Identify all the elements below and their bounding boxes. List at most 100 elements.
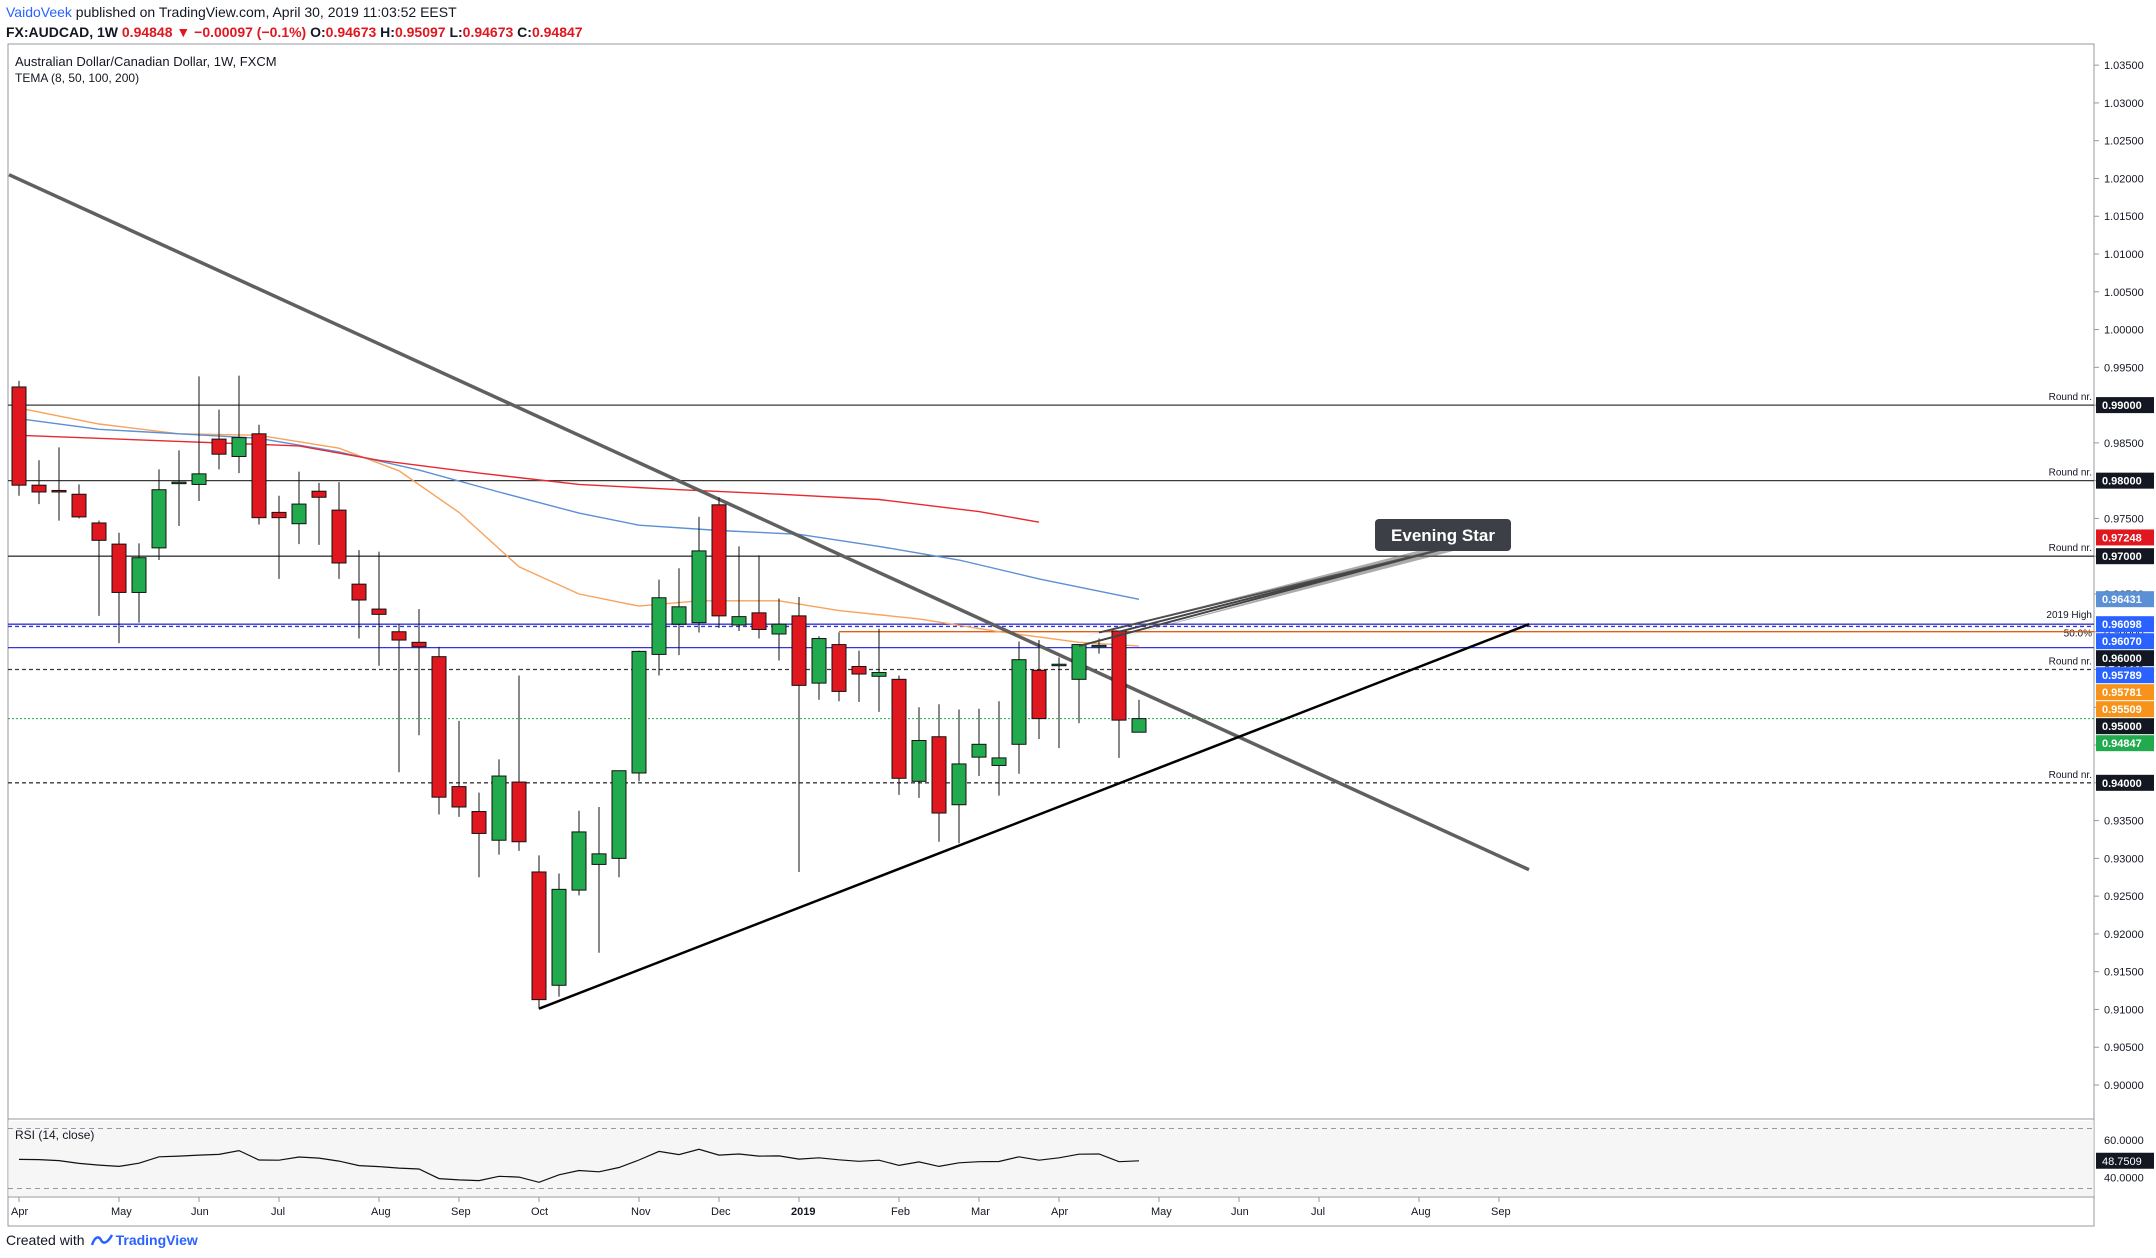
candle-body — [591, 853, 607, 865]
price-tag-label: 0.98000 — [2102, 476, 2142, 488]
price-tag — [2096, 650, 2154, 667]
price-tag-label: 0.96098 — [2102, 619, 2142, 631]
trendlines[interactable] — [8, 173, 1530, 1010]
price-tag-label: 0.96431 — [2102, 594, 2142, 606]
price-tag-label: 0.95781 — [2102, 687, 2142, 699]
published-text: published on TradingView.com, April 30, … — [75, 4, 457, 20]
candle-body — [191, 473, 207, 485]
candle-body — [1031, 669, 1047, 720]
candle-body — [211, 438, 227, 455]
price-tag-label: 0.94847 — [2102, 738, 2142, 750]
candle-body — [471, 811, 487, 834]
time-axis-label: Jul — [1311, 1206, 1325, 1218]
price-tag — [2096, 684, 2154, 701]
price-tag — [2096, 397, 2154, 414]
candle-body — [451, 786, 467, 808]
candle-body — [151, 489, 167, 549]
candle-body — [91, 522, 107, 541]
open-label: O: — [310, 24, 326, 40]
candle-body — [731, 616, 747, 626]
price-axis-label: 1.02500 — [2104, 136, 2144, 148]
annotation-pointer — [1118, 548, 1444, 633]
time-axis-label: Aug — [1411, 1206, 1431, 1218]
level-label: Round nr. — [2049, 770, 2092, 781]
candle-body — [751, 612, 767, 630]
plot-border — [7, 43, 2095, 1227]
author-link[interactable]: VaidoVeek — [6, 4, 72, 20]
candle-body — [631, 650, 647, 774]
symbol-ohlc-line: FX:AUDCAD, 1W 0.94848 ▼ −0.00097 (−0.1%)… — [6, 24, 583, 40]
time-axis-label: Feb — [891, 1206, 910, 1218]
price-tag-label: 0.94000 — [2102, 778, 2142, 790]
price-tag-label: 0.99000 — [2102, 400, 2142, 412]
high-value: 0.95097 — [394, 24, 446, 40]
price-tags: 0.99000 0.98000 0.97248 0.97000 0.96431 0.960… — [2096, 397, 2154, 791]
evening-star-annotation[interactable]: Evening Star — [1078, 519, 1511, 648]
low-label: L: — [449, 24, 463, 40]
rsi-tick-label: 40.0000 — [2104, 1172, 2144, 1184]
price-axis-label: 1.03500 — [2104, 60, 2144, 72]
open-value: 0.94673 — [325, 24, 377, 40]
time-axis-label: Aug — [371, 1206, 391, 1218]
time-axis-label: Sep — [1491, 1206, 1511, 1218]
level-label: Round nr. — [2049, 543, 2092, 554]
candle-body — [1111, 630, 1127, 721]
price-axis-label: 1.01000 — [2104, 249, 2144, 261]
indicator-legend: TEMA (8, 50, 100, 200) — [15, 71, 139, 85]
price-tag — [2096, 591, 2154, 608]
ascending-trendline — [538, 623, 1530, 1010]
candle-body — [531, 871, 547, 1001]
time-axis[interactable]: Apr May Jun Jul Aug Sep Oct Nov Dec 2019 Feb Mar Apr… — [11, 1197, 1511, 1218]
candle-body — [651, 597, 667, 655]
candle-body — [871, 672, 887, 677]
price-axis-label: 1.02000 — [2104, 173, 2144, 185]
rsi-line — [18, 1148, 1140, 1183]
candle-body — [991, 757, 1007, 766]
candle-body — [431, 656, 447, 798]
annotation-pointer-fill — [1079, 549, 1443, 638]
price-tag — [2096, 616, 2154, 633]
candle-body — [351, 583, 367, 601]
candles — [11, 375, 1147, 1009]
level-label: Round nr. — [2049, 468, 2092, 479]
level-label: Round nr. — [2049, 392, 2092, 403]
low-value: 0.94673 — [462, 24, 514, 40]
tema-line — [18, 434, 1040, 523]
rsi-current-value: 48.7509 — [2102, 1156, 2142, 1168]
annotation-text: Evening Star — [1391, 526, 1495, 545]
price-tag — [2096, 529, 2154, 546]
price-tag — [2096, 667, 2154, 684]
time-axis-label: Apr — [1051, 1206, 1068, 1218]
brand-name: TradingView — [115, 1232, 198, 1248]
time-axis-label: Sep — [451, 1206, 471, 1218]
candle-body — [671, 606, 687, 625]
candle-body — [331, 509, 347, 564]
price-tag-label: 0.95509 — [2102, 704, 2142, 716]
candle-body — [611, 770, 627, 859]
price-axis-label: 0.90000 — [2104, 1080, 2144, 1092]
candle-body — [131, 557, 147, 593]
time-axis-label: Jun — [191, 1206, 209, 1218]
last-price: 0.94848 — [121, 24, 173, 40]
price-axis-label: 0.97500 — [2104, 513, 2144, 525]
price-axis-label: 0.90500 — [2104, 1042, 2144, 1054]
candle-body — [411, 641, 427, 648]
candle-body — [791, 615, 807, 686]
price-axis-label: 1.00000 — [2104, 325, 2144, 337]
time-axis-label: May — [1151, 1206, 1172, 1218]
annotation-pointer-fill — [1119, 549, 1461, 638]
candle-body — [571, 831, 587, 891]
tradingview-brand[interactable]: TradingView — [90, 1232, 198, 1248]
candle-body — [891, 678, 907, 779]
symbol-label: FX:AUDCAD, 1W — [6, 24, 118, 40]
time-axis-label: Mar — [971, 1206, 990, 1218]
tradingview-logo-icon — [90, 1234, 113, 1246]
candle-body — [1091, 644, 1107, 648]
price-tag — [2096, 472, 2154, 489]
candle-body — [311, 490, 327, 498]
price-tag — [2096, 633, 2154, 650]
horizontal-levels[interactable]: Round nr. Round nr. Round nr. Round nr. Roun… — [8, 392, 2094, 784]
price-axis[interactable]: 1.03500 1.03000 1.02500 1.02000 1.01500 1.010… — [2094, 60, 2144, 1092]
time-axis-label: Jun — [1231, 1206, 1249, 1218]
